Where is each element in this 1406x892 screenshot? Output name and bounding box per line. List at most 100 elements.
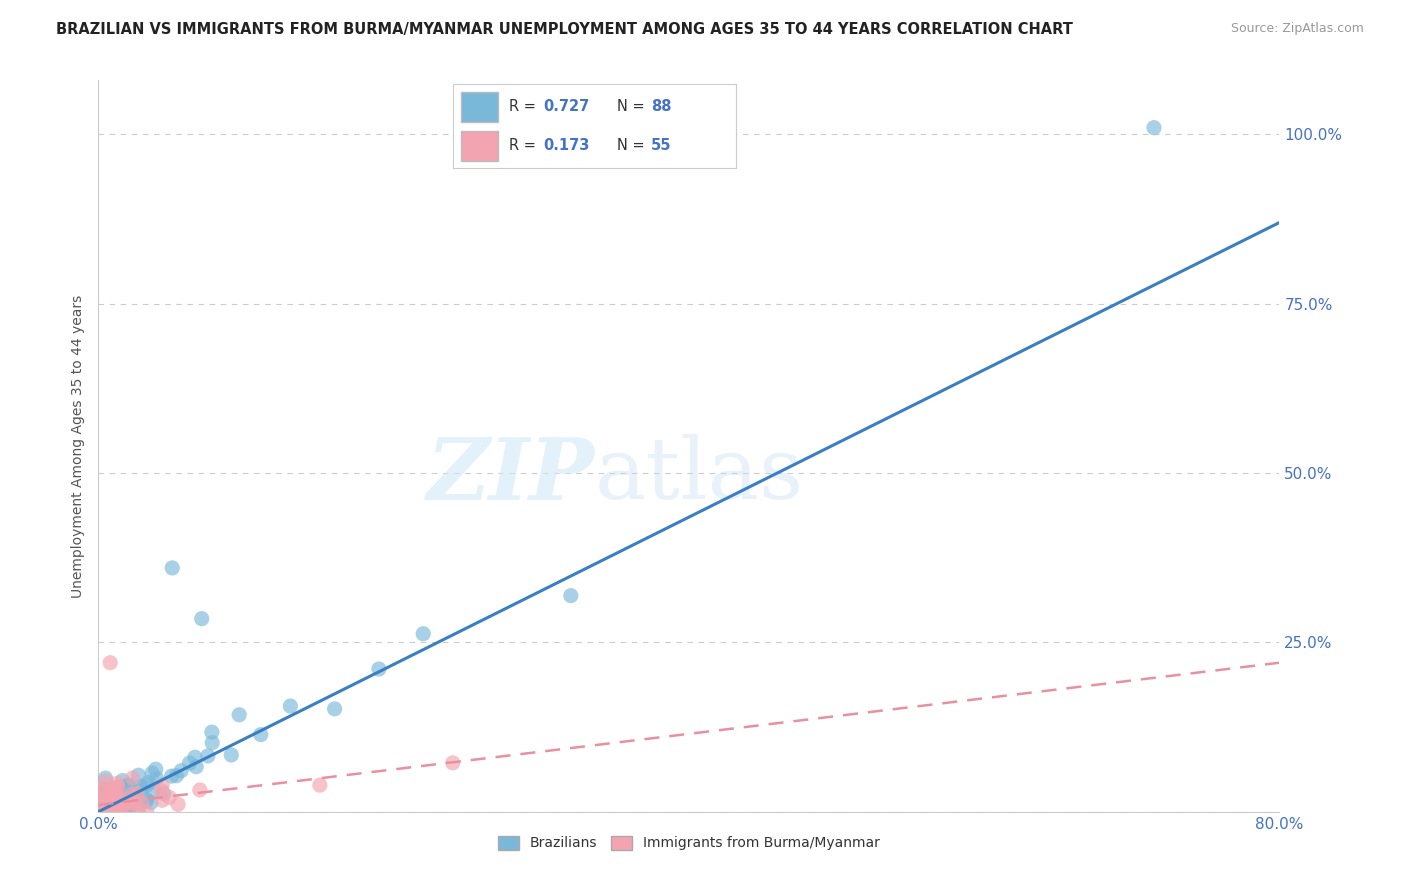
Point [560, 589, 582, 603]
Legend: Brazilians, Immigrants from Burma/Myanmar: Brazilians, Immigrants from Burma/Myanma… [492, 830, 886, 856]
Point [90, 805, 112, 819]
Text: Source: ZipAtlas.com: Source: ZipAtlas.com [1230, 22, 1364, 36]
Point [96, 805, 118, 819]
Point [135, 805, 157, 819]
Point [118, 789, 141, 803]
Point [94, 783, 117, 797]
Point [125, 790, 148, 805]
Point [100, 783, 122, 797]
Text: atlas: atlas [595, 434, 804, 516]
Point [117, 778, 139, 792]
Point [117, 793, 139, 807]
Point [89, 804, 111, 818]
Point [94, 797, 117, 811]
Point [96, 796, 118, 810]
Point [122, 792, 145, 806]
Point [91, 805, 114, 819]
Point [152, 787, 174, 801]
Point [104, 780, 127, 795]
Point [105, 797, 128, 812]
Point [108, 801, 131, 815]
Point [110, 791, 132, 805]
Point [94, 801, 117, 815]
Point [103, 805, 125, 819]
Point [103, 797, 125, 812]
Text: BRAZILIAN VS IMMIGRANTS FROM BURMA/MYANMAR UNEMPLOYMENT AMONG AGES 35 TO 44 YEAR: BRAZILIAN VS IMMIGRANTS FROM BURMA/MYANM… [56, 22, 1073, 37]
Point [368, 662, 391, 676]
Point [162, 561, 183, 575]
Point [150, 783, 173, 797]
Point [91, 805, 114, 819]
Point [103, 805, 125, 819]
Point [101, 790, 124, 805]
Point [191, 612, 214, 626]
Point [89, 795, 111, 809]
Y-axis label: Unemployment Among Ages 35 to 44 years: Unemployment Among Ages 35 to 44 years [70, 294, 84, 598]
Point [323, 702, 346, 716]
Point [107, 780, 129, 795]
Point [101, 789, 124, 803]
Point [98, 797, 121, 812]
Point [87, 805, 110, 819]
Point [105, 805, 128, 819]
Point [90, 805, 112, 819]
Point [135, 793, 157, 807]
Point [97, 788, 120, 802]
Text: ZIP: ZIP [426, 434, 595, 517]
Point [117, 800, 139, 814]
Point [111, 798, 134, 813]
Point [309, 778, 332, 792]
Point [250, 728, 273, 742]
Point [184, 750, 207, 764]
Point [93, 805, 115, 819]
Point [139, 796, 162, 810]
Point [135, 794, 157, 808]
Point [111, 799, 134, 814]
Point [117, 805, 139, 819]
Point [104, 789, 127, 803]
Point [221, 747, 243, 762]
Point [103, 792, 125, 806]
Point [127, 787, 149, 801]
Point [93, 785, 115, 799]
Point [115, 797, 138, 812]
Point [98, 803, 121, 817]
Point [111, 773, 134, 788]
Point [96, 797, 118, 812]
Point [93, 804, 115, 818]
Point [90, 797, 112, 812]
Point [107, 797, 129, 812]
Point [105, 776, 128, 790]
Point [1143, 120, 1166, 135]
Point [110, 790, 132, 805]
Point [228, 707, 250, 722]
Point [89, 805, 111, 819]
Point [94, 771, 117, 785]
Point [93, 781, 115, 796]
Point [96, 805, 118, 819]
Point [89, 792, 111, 806]
Point [118, 778, 141, 792]
Point [159, 790, 181, 805]
Point [94, 782, 117, 797]
Point [188, 783, 211, 797]
Point [90, 797, 112, 811]
Point [90, 802, 112, 816]
Point [201, 736, 224, 750]
Point [98, 656, 121, 670]
Point [103, 797, 125, 812]
Point [93, 797, 115, 812]
Point [87, 804, 110, 818]
Point [179, 756, 201, 771]
Point [127, 804, 149, 818]
Point [186, 760, 208, 774]
Point [145, 762, 167, 776]
Point [89, 805, 111, 819]
Point [97, 805, 120, 819]
Point [112, 794, 135, 808]
Point [87, 780, 110, 795]
Point [94, 805, 117, 819]
Point [170, 764, 193, 778]
Point [91, 799, 114, 814]
Point [129, 780, 152, 794]
